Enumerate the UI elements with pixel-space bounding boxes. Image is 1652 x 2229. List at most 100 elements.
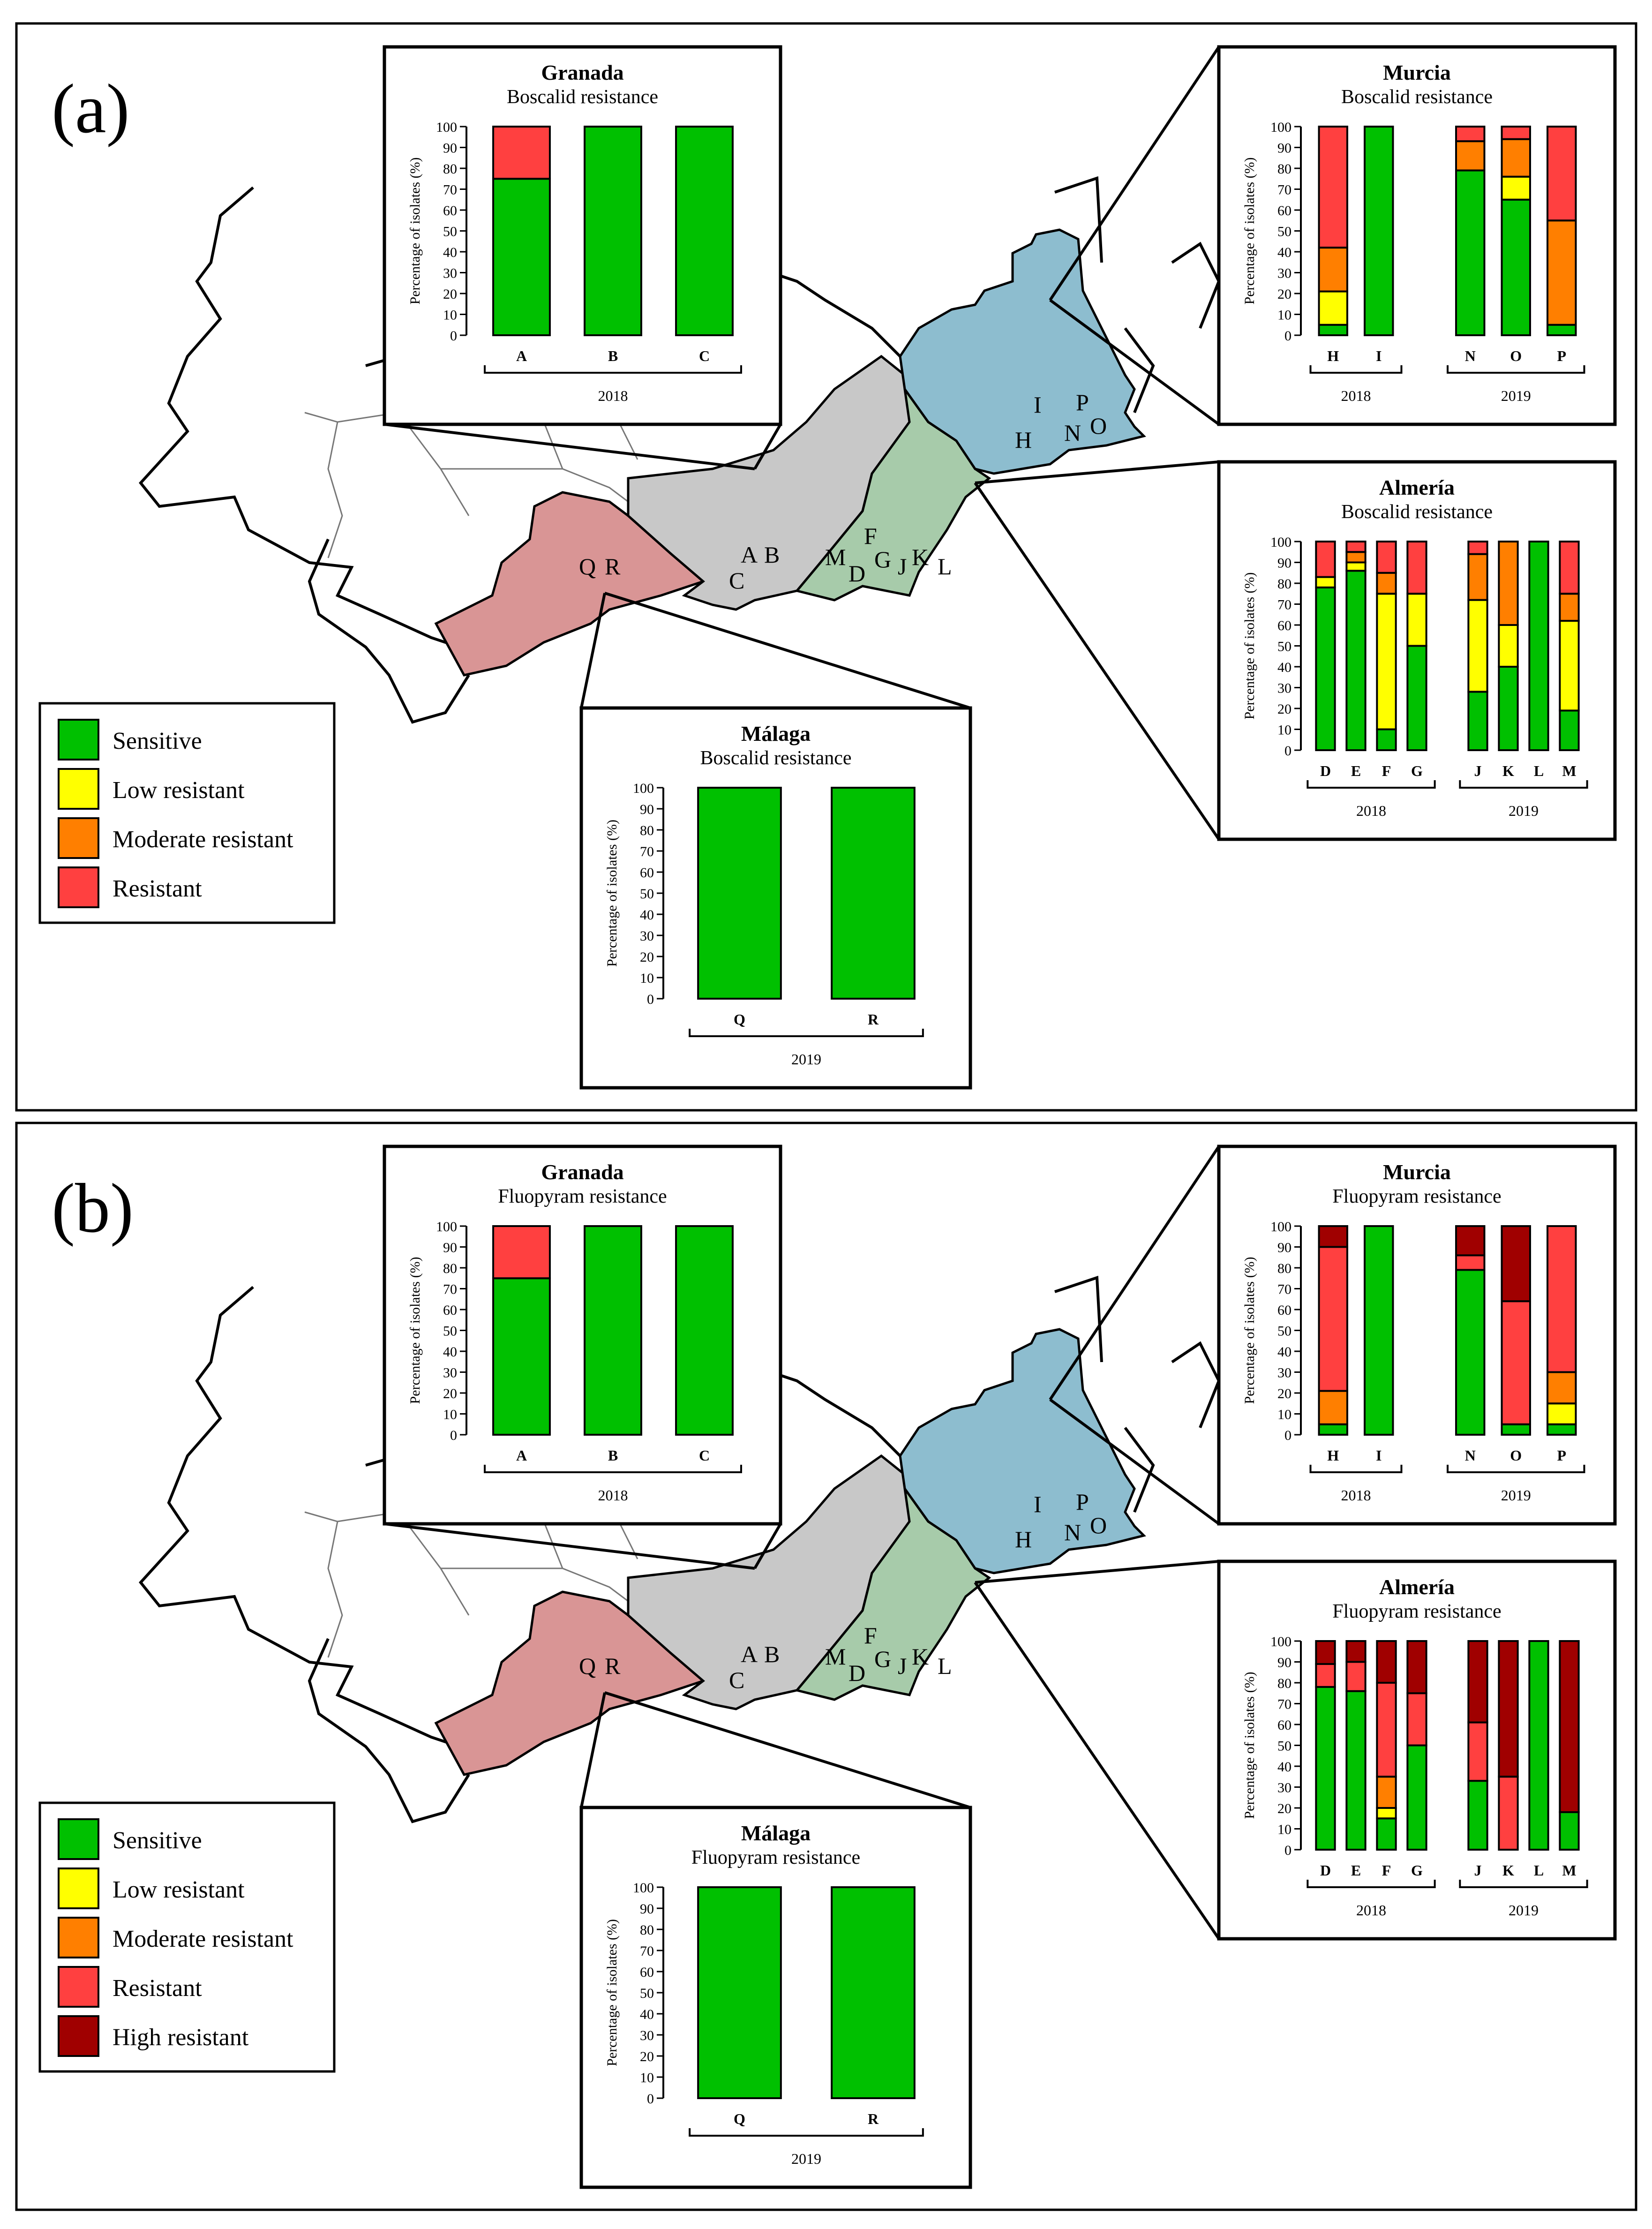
y-tick-label: 90: [1277, 1655, 1292, 1671]
connector-line: [1049, 46, 1220, 301]
connector-line: [974, 482, 1220, 840]
y-tick-label: 20: [640, 949, 654, 965]
legend-b: Sensitive Low resistant Moderate resista…: [38, 1801, 336, 2073]
legend-swatch-moderate: [58, 1917, 99, 1958]
y-tick-label: 40: [443, 1344, 457, 1360]
y-tick-label: 60: [443, 203, 457, 218]
bar-segment-resistant: [1345, 541, 1367, 553]
year-bracket: [1307, 780, 1436, 789]
bar-segment-resistant: [1318, 1246, 1348, 1392]
chart-subtitle: Boscalid resistance: [1341, 501, 1493, 523]
bar-segment-low: [1315, 576, 1336, 588]
x-tick-label: I: [1376, 1447, 1382, 1464]
bar-segment-sensitive: [697, 1886, 782, 2099]
bar-segment-resistant: [1501, 1300, 1531, 1425]
site-label: A: [741, 1641, 758, 1667]
y-tick-label: 20: [1277, 1386, 1292, 1401]
bar-segment-moderate: [1376, 1776, 1397, 1809]
y-tick-label: 10: [1277, 308, 1292, 323]
site-label: M: [825, 544, 846, 570]
y-tick-label: 50: [640, 886, 654, 902]
chart-subtitle: Fluopyram resistance: [498, 1186, 667, 1207]
site-label: P: [1076, 389, 1089, 415]
bar-segment-resistant: [1318, 126, 1348, 249]
bar-segment-sensitive: [1318, 1423, 1348, 1436]
y-tick-label: 80: [1277, 576, 1292, 592]
bar-segment-low: [1376, 593, 1397, 730]
legend-swatch-low: [58, 1868, 99, 1909]
site-label: C: [729, 567, 744, 594]
bar-segment-moderate: [1455, 140, 1486, 172]
legend-label-resistant: Resistant: [113, 875, 202, 902]
legend-label-low: Low resistant: [113, 1876, 245, 1903]
panel-b-label: (b): [52, 1169, 134, 1247]
bar-segment-sensitive: [1406, 645, 1427, 751]
site-label: B: [764, 1641, 780, 1667]
connector-line: [580, 1692, 606, 1808]
x-tick-label: K: [1502, 762, 1514, 779]
bar-segment-low: [1501, 175, 1531, 201]
site-label: L: [938, 1653, 952, 1679]
bar-segment-low: [1345, 561, 1367, 572]
x-tick-label: B: [608, 347, 618, 364]
y-axis-title: Percentage of isolates (%): [407, 157, 423, 304]
x-tick-label: L: [1534, 1862, 1544, 1879]
legend-a: Sensitive Low resistant Moderate resista…: [38, 702, 336, 924]
bar-segment-resistant: [1547, 126, 1577, 222]
legend-swatch-moderate: [58, 817, 99, 859]
bar-segment-resistant: [492, 1225, 551, 1280]
map-a-site-labels: A B C Q R M F D G J K L I P H N O: [579, 389, 1107, 594]
y-tick-label: 90: [443, 141, 457, 156]
bar-segment-sensitive: [1345, 1690, 1367, 1851]
y-tick-label: 0: [1284, 328, 1292, 344]
site-label: I: [1034, 392, 1042, 418]
year-label: 2018: [1356, 802, 1386, 819]
bar-segment-low: [1467, 599, 1488, 693]
bar-segment-sensitive: [1455, 169, 1486, 336]
x-tick-label: D: [1320, 762, 1331, 779]
bar-segment-low: [1406, 593, 1427, 647]
x-tick-label: K: [1502, 1862, 1514, 1879]
bar-segment-moderate: [1498, 541, 1519, 626]
y-tick-label: 80: [1277, 1261, 1292, 1276]
y-tick-label: 30: [1277, 1780, 1292, 1796]
site-label: M: [825, 1643, 846, 1670]
y-tick-label: 20: [1277, 701, 1292, 717]
map-b-region-murcia: [899, 1328, 1146, 1574]
y-axis-title: Percentage of isolates (%): [604, 1919, 620, 2066]
site-label: Q: [579, 1653, 596, 1679]
bar-segment-sensitive: [584, 1225, 642, 1436]
y-tick-label: 70: [1277, 1282, 1292, 1297]
year-label: 2019: [791, 2150, 821, 2167]
site-label: J: [898, 1653, 907, 1679]
site-label: J: [898, 553, 907, 580]
bar-segment-high: [1406, 1640, 1427, 1694]
y-tick-label: 90: [443, 1240, 457, 1256]
year-label: 2018: [598, 387, 628, 404]
y-tick-label: 70: [443, 1282, 457, 1297]
bar-segment-resistant: [1547, 1225, 1577, 1373]
y-tick-label: 10: [640, 971, 654, 986]
y-tick-label: 30: [1277, 681, 1292, 696]
chart-subtitle: Boscalid resistance: [507, 86, 658, 108]
site-label: O: [1090, 413, 1107, 439]
bar-segment-high: [1559, 1640, 1580, 1813]
y-tick-label: 100: [1270, 1634, 1292, 1649]
bar-segment-moderate: [1318, 247, 1348, 293]
y-tick-label: 60: [1277, 1303, 1292, 1318]
chart-title: Málaga: [741, 1821, 811, 1845]
y-tick-label: 50: [1277, 1739, 1292, 1754]
y-tick-label: 90: [1277, 141, 1292, 156]
y-axis-title: Percentage of isolates (%): [604, 820, 620, 967]
bar-segment-moderate: [1467, 553, 1488, 601]
year-label: 2019: [1509, 802, 1539, 819]
x-tick-label: E: [1351, 762, 1361, 779]
bar-segment-sensitive: [1376, 1817, 1397, 1851]
y-tick-label: 0: [1284, 743, 1292, 759]
legend-label-resistant: Resistant: [113, 1975, 202, 2002]
